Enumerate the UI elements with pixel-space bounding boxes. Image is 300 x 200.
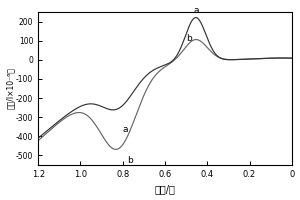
Text: b: b — [127, 156, 133, 165]
Y-axis label: 电流/I×10⁻⁶女: 电流/I×10⁻⁶女 — [6, 68, 15, 109]
X-axis label: 电势/伏: 电势/伏 — [154, 184, 176, 194]
Text: a: a — [194, 6, 199, 15]
Text: b: b — [186, 34, 192, 43]
Text: a: a — [123, 125, 128, 134]
